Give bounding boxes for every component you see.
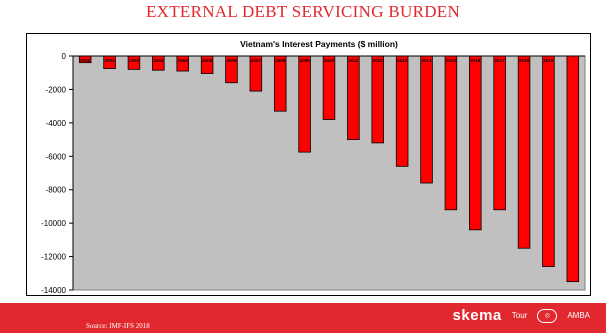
- logo-strip: skema Tour ◎ AMBA: [453, 307, 590, 324]
- y-tick-label: -14000: [41, 286, 66, 295]
- x-tick-label: 2017: [495, 58, 506, 63]
- x-tick-label: 2016: [470, 58, 481, 63]
- y-tick-label: -6000: [46, 152, 67, 161]
- skema-logo: skema: [452, 307, 502, 324]
- footer-bar: Source: IMF-IFS 2018 skema Tour ◎ AMBA: [0, 303, 606, 333]
- y-tick-label: -10000: [41, 219, 66, 228]
- source-note: Source: IMF-IFS 2018: [86, 322, 150, 330]
- x-tick-label: 2013: [397, 58, 408, 63]
- x-tick-label: 2001: [105, 58, 116, 63]
- circle-badge-icon: ◎: [537, 308, 558, 323]
- bar: [347, 55, 360, 140]
- x-tick-label: 2011: [348, 58, 358, 63]
- bar: [273, 55, 287, 112]
- bar: [371, 55, 385, 144]
- y-tick-label: -2000: [46, 85, 67, 94]
- x-tick-label: 2015: [446, 58, 457, 63]
- x-tick-label: 2014: [422, 58, 433, 63]
- bar: [469, 55, 482, 231]
- x-tick-label: 2005: [202, 58, 213, 63]
- x-tick-label: 2019: [543, 58, 554, 63]
- x-tick-label: 2010: [324, 58, 335, 63]
- chart-frame: 0 -2000 -4000 -6000 -8000 -10000 -12000 -14000 2…: [26, 33, 591, 296]
- bar: [395, 55, 409, 167]
- bar: [298, 55, 311, 153]
- x-tick-label: 2004: [178, 58, 189, 63]
- y-tick-label: 0: [62, 52, 67, 61]
- bar: [517, 55, 531, 249]
- y-tick-label: -12000: [41, 253, 66, 262]
- bar: [444, 55, 458, 211]
- bar: [322, 55, 336, 120]
- slide-title: EXTERNAL DEBT SERVICING BURDEN: [145, 2, 461, 21]
- x-tick-label: 2008: [275, 58, 286, 63]
- amba-logo: AMBA: [567, 311, 590, 320]
- bar: [493, 55, 506, 211]
- x-tick-label: 2009: [300, 58, 311, 63]
- y-tick-label: -8000: [46, 186, 67, 195]
- x-tick-label: 2006: [226, 58, 237, 63]
- chart: 0 -2000 -4000 -6000 -8000 -10000 -12000 -14000 2…: [41, 39, 586, 295]
- bar: [566, 55, 580, 283]
- x-tick-label: 2003: [153, 58, 164, 63]
- x-tick-label: 2012: [373, 58, 384, 63]
- x-tick-label: 2000: [80, 58, 91, 63]
- x-tick-label: 2002: [129, 58, 140, 63]
- bar: [420, 55, 433, 184]
- tour-logo: Tour: [511, 311, 528, 320]
- x-tick-label: 2007: [251, 58, 262, 63]
- chart-title: Vietnam's Interest Payments ($ million): [240, 39, 398, 49]
- y-tick-label: -4000: [46, 119, 67, 128]
- x-tick-label: 2018: [519, 58, 530, 63]
- bar: [542, 55, 555, 268]
